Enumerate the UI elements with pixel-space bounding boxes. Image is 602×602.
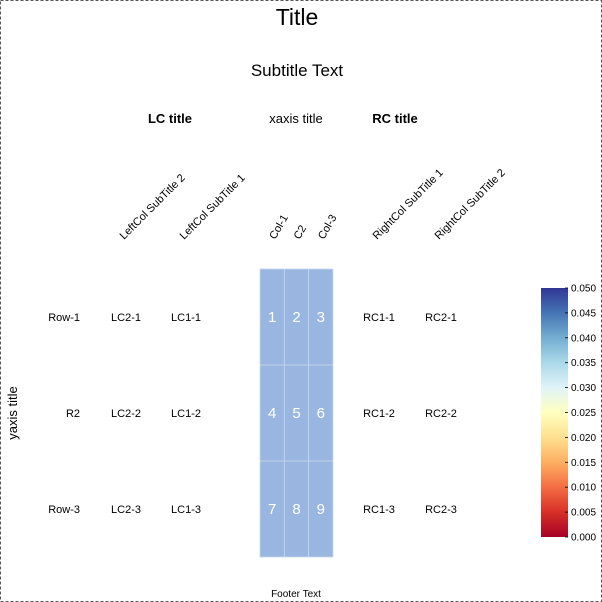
right-col-title: RC title bbox=[372, 111, 418, 126]
row-label: Row-1 bbox=[48, 312, 80, 324]
row-label: Row-3 bbox=[48, 504, 80, 516]
cell-value-label: 4 bbox=[268, 405, 276, 422]
column-header-label: Col-3 bbox=[316, 213, 340, 242]
heatmap-cell bbox=[308, 460, 334, 558]
legend-colorbar bbox=[541, 288, 568, 537]
right-column-value: RC1-2 bbox=[363, 408, 395, 420]
right-column-value: RC2-3 bbox=[425, 504, 457, 516]
legend-tick-label: 0.010 bbox=[571, 483, 596, 494]
right-column-value: RC2-1 bbox=[425, 312, 457, 324]
cell-value-label: 3 bbox=[317, 309, 325, 326]
legend-tick-label: 0.025 bbox=[571, 408, 596, 419]
cell-value-label: 1 bbox=[268, 309, 276, 326]
left-column-value: LC2-2 bbox=[111, 408, 141, 420]
legend-tick-label: 0.040 bbox=[571, 333, 596, 344]
left-column-header: LeftCol SubTitle 2 bbox=[118, 172, 188, 242]
left-column-value: LC1-3 bbox=[171, 504, 201, 516]
chart-subtitle: Subtitle Text bbox=[251, 61, 344, 80]
y-axis-title: yaxis title bbox=[5, 386, 20, 439]
column-header-label: C2 bbox=[292, 223, 309, 241]
left-column-value: LC2-3 bbox=[111, 504, 141, 516]
legend-tick-label: 0.030 bbox=[571, 383, 596, 394]
heatmap-cell bbox=[308, 364, 334, 462]
left-column-header: LeftCol SubTitle 1 bbox=[178, 172, 248, 242]
cell-value-label: 9 bbox=[317, 501, 325, 518]
right-column-value: RC2-2 bbox=[425, 408, 457, 420]
right-column-header: RightCol SubTitle 2 bbox=[433, 167, 508, 242]
x-axis-title: xaxis title bbox=[269, 111, 322, 126]
cell-value-label: 6 bbox=[317, 405, 325, 422]
right-column-value: RC1-3 bbox=[363, 504, 395, 516]
footer-text: Footer Text bbox=[271, 589, 321, 600]
cell-value-label: 2 bbox=[292, 309, 300, 326]
left-column-value: LC1-1 bbox=[171, 312, 201, 324]
left-column-value: LC1-2 bbox=[171, 408, 201, 420]
chart-title: Title bbox=[276, 4, 319, 30]
legend-tick-label: 0.000 bbox=[571, 533, 596, 544]
left-column-value: LC2-1 bbox=[111, 312, 141, 324]
heatmap-grid: 1 2 3 4 5 6 7 8 9 Col-1 C2 Col-3 Row-1 R2 Row-3 LeftCol… bbox=[48, 167, 508, 558]
legend-tick-label: 0.015 bbox=[571, 458, 596, 469]
color-legend: 0.000 0.005 0.010 0.015 0.020 0.025 0.030 0.035… bbox=[541, 284, 596, 544]
legend-tick-label: 0.035 bbox=[571, 358, 596, 369]
cell-value-label: 7 bbox=[268, 501, 276, 518]
right-column-value: RC1-1 bbox=[363, 312, 395, 324]
cell-value-label: 5 bbox=[292, 405, 300, 422]
legend-tick-label: 0.050 bbox=[571, 284, 596, 295]
legend-tick-label: 0.020 bbox=[571, 433, 596, 444]
legend-tick-label: 0.005 bbox=[571, 508, 596, 519]
cell-value-label: 8 bbox=[292, 501, 300, 518]
column-header-label: Col-1 bbox=[267, 213, 291, 242]
heatmap-cell bbox=[283, 268, 310, 366]
row-label: R2 bbox=[66, 408, 80, 420]
left-col-title: LC title bbox=[148, 111, 192, 126]
legend-tick-label: 0.045 bbox=[571, 308, 596, 319]
